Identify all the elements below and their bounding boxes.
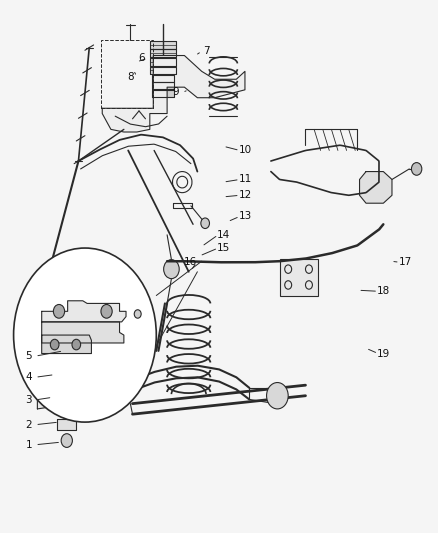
Circle shape — [61, 434, 72, 447]
Text: 9: 9 — [173, 87, 179, 98]
Polygon shape — [102, 55, 245, 132]
Circle shape — [59, 397, 74, 416]
Circle shape — [50, 340, 59, 350]
Circle shape — [101, 304, 112, 318]
Text: 8: 8 — [127, 71, 134, 82]
Polygon shape — [152, 75, 173, 82]
Text: 12: 12 — [238, 190, 251, 200]
Circle shape — [72, 340, 81, 350]
Polygon shape — [360, 172, 392, 203]
Circle shape — [14, 248, 156, 422]
Polygon shape — [152, 90, 173, 97]
Text: 14: 14 — [217, 230, 230, 240]
Circle shape — [201, 218, 209, 229]
Text: 10: 10 — [238, 146, 251, 156]
Text: 5: 5 — [25, 351, 32, 361]
Bar — [279, 259, 318, 295]
Text: 6: 6 — [138, 53, 145, 63]
Text: 15: 15 — [217, 243, 230, 253]
Circle shape — [134, 310, 141, 318]
Polygon shape — [150, 67, 176, 74]
Text: 18: 18 — [377, 286, 390, 296]
Polygon shape — [42, 322, 124, 343]
Polygon shape — [57, 419, 76, 430]
Text: 2: 2 — [25, 419, 32, 430]
Text: 17: 17 — [398, 257, 412, 267]
Polygon shape — [37, 367, 106, 409]
Polygon shape — [150, 49, 176, 56]
Text: 11: 11 — [238, 174, 251, 184]
Text: 19: 19 — [377, 349, 390, 359]
Text: 13: 13 — [238, 212, 251, 221]
Circle shape — [411, 163, 422, 175]
Circle shape — [267, 383, 288, 409]
Polygon shape — [42, 301, 126, 322]
Polygon shape — [58, 357, 75, 366]
Text: 7: 7 — [203, 46, 209, 56]
Bar — [101, 39, 153, 108]
Text: 1: 1 — [25, 440, 32, 450]
Circle shape — [164, 260, 179, 279]
Text: A= D
⊙ ⊘: A= D ⊙ ⊘ — [61, 384, 72, 392]
Text: 4: 4 — [25, 372, 32, 382]
Polygon shape — [152, 82, 173, 90]
Circle shape — [60, 364, 74, 381]
Polygon shape — [42, 335, 92, 353]
Polygon shape — [150, 41, 176, 49]
Text: 16: 16 — [184, 257, 198, 267]
Polygon shape — [150, 58, 176, 66]
Circle shape — [53, 304, 65, 318]
Text: 3: 3 — [25, 395, 32, 405]
